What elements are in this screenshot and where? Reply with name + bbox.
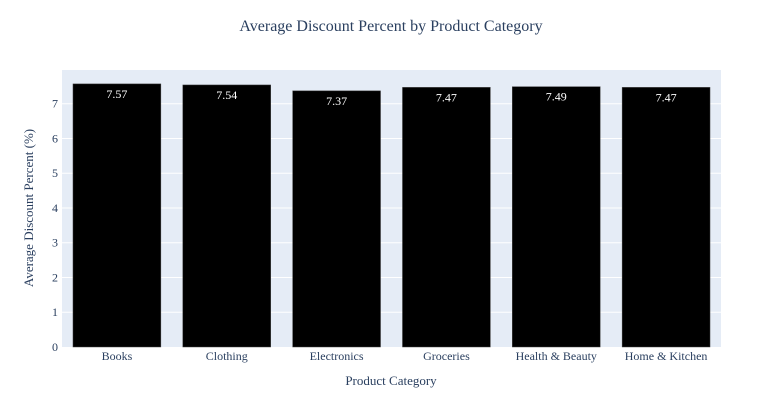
y-tick-label: 7 bbox=[52, 97, 58, 111]
chart-title: Average Discount Percent by Product Cate… bbox=[239, 18, 542, 35]
bar bbox=[402, 87, 491, 348]
bar-value-label: 7.47 bbox=[436, 90, 457, 104]
y-tick-label: 3 bbox=[52, 236, 58, 250]
x-tick-label: Electronics bbox=[310, 349, 364, 363]
bar bbox=[621, 87, 711, 348]
plot-area bbox=[62, 70, 721, 347]
bar bbox=[182, 84, 271, 348]
bar bbox=[292, 90, 381, 348]
bars bbox=[72, 83, 711, 348]
bar-value-label: 7.37 bbox=[326, 94, 347, 108]
bar-value-label: 7.47 bbox=[656, 90, 677, 104]
x-axis-title: Product Category bbox=[345, 373, 437, 388]
y-axis-title: Average Discount Percent (%) bbox=[21, 129, 36, 287]
y-tick-label: 0 bbox=[52, 340, 58, 354]
y-tick-label: 4 bbox=[52, 201, 58, 215]
y-axis-ticks: 0 1 2 3 4 5 6 7 bbox=[52, 97, 58, 354]
y-tick-label: 2 bbox=[52, 270, 58, 284]
y-tick-label: 6 bbox=[52, 131, 58, 145]
bar-value-label: 7.49 bbox=[546, 90, 567, 104]
y-tick-label: 1 bbox=[52, 305, 58, 319]
x-axis-ticks: Books Clothing Electronics Groceries Health … bbox=[102, 349, 708, 363]
x-tick-label: Health & Beauty bbox=[516, 349, 597, 363]
bar bbox=[512, 86, 601, 348]
bar-value-label: 7.54 bbox=[216, 88, 237, 102]
x-tick-label: Home & Kitchen bbox=[625, 349, 708, 363]
bar bbox=[72, 83, 162, 348]
x-tick-label: Groceries bbox=[423, 349, 470, 363]
data-labels: 7.57 7.54 7.37 7.47 7.49 7.47 bbox=[106, 87, 676, 108]
x-tick-label: Books bbox=[102, 349, 133, 363]
y-tick-label: 5 bbox=[52, 166, 58, 180]
bar-value-label: 7.57 bbox=[106, 87, 127, 101]
gridlines bbox=[62, 103, 721, 313]
x-tick-label: Clothing bbox=[206, 349, 248, 363]
